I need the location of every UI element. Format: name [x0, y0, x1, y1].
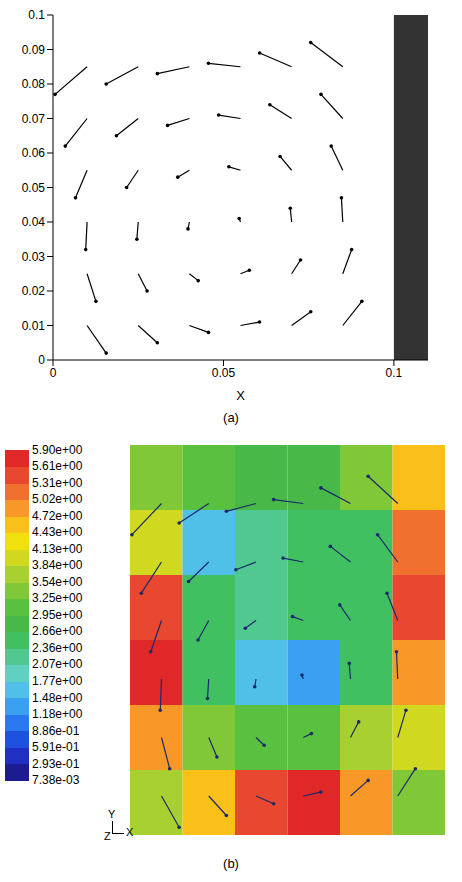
- svg-text:0.05: 0.05: [22, 181, 46, 195]
- html-text:5.90e+00: 5.90e+00: [32, 443, 83, 457]
- html-text:2.95e+00: 2.95e+00: [32, 608, 83, 623]
- svg-text:0.05: 0.05: [212, 366, 236, 380]
- svg-text:0.08: 0.08: [22, 77, 46, 91]
- svg-text:0.02: 0.02: [22, 284, 46, 298]
- html-text:5.02e+00: 5.02e+00: [32, 492, 83, 507]
- svg-text:0: 0: [50, 366, 57, 380]
- html-text:(b): (b): [223, 856, 239, 871]
- html-text:1.48e+00: 1.48e+00: [32, 690, 83, 705]
- svg-text:0.1: 0.1: [28, 8, 45, 22]
- html-text:3.25e+00: 3.25e+00: [32, 591, 83, 606]
- html-text:2.07e+00: 2.07e+00: [32, 657, 83, 672]
- html-text:5.31e+00: 5.31e+00: [32, 476, 83, 490]
- html-text:5.91e-01: 5.91e-01: [32, 740, 80, 755]
- html-text:5.61e+00: 5.61e+00: [32, 459, 83, 474]
- svg-text:0.09: 0.09: [22, 43, 46, 57]
- svg-text:0.03: 0.03: [22, 250, 46, 264]
- html-text:4.13e+00: 4.13e+00: [32, 542, 83, 557]
- html-text:X: X: [126, 826, 134, 838]
- html-text:2.36e+00: 2.36e+00: [32, 641, 83, 656]
- html-text:3.54e+00: 3.54e+00: [32, 575, 83, 590]
- svg-text:0.04: 0.04: [22, 215, 46, 229]
- svg-text:0.1: 0.1: [386, 366, 403, 380]
- html-text:1.18e+00: 1.18e+00: [32, 707, 83, 722]
- html-text:2.93e-01: 2.93e-01: [32, 757, 80, 771]
- html-text:4.72e+00: 4.72e+00: [32, 509, 83, 524]
- html-text:4.43e+00: 4.43e+00: [32, 525, 83, 540]
- svg-text:0.06: 0.06: [22, 146, 46, 160]
- html-text:7.38e-03: 7.38e-03: [32, 773, 80, 787]
- svg-text:0.01: 0.01: [22, 319, 46, 333]
- html-text:(a): (a): [223, 410, 239, 425]
- html-text:2.66e+00: 2.66e+00: [32, 624, 83, 639]
- svg-text:X: X: [236, 388, 245, 403]
- html-text:1.77e+00: 1.77e+00: [32, 674, 83, 689]
- svg-text:0: 0: [38, 353, 45, 367]
- svg-text:0.07: 0.07: [22, 112, 46, 126]
- html-text:Y: Y: [108, 808, 116, 820]
- html-text:3.84e+00: 3.84e+00: [32, 558, 83, 573]
- html-text:Z: Z: [104, 830, 111, 842]
- html-text:8.86e-01: 8.86e-01: [32, 723, 80, 738]
